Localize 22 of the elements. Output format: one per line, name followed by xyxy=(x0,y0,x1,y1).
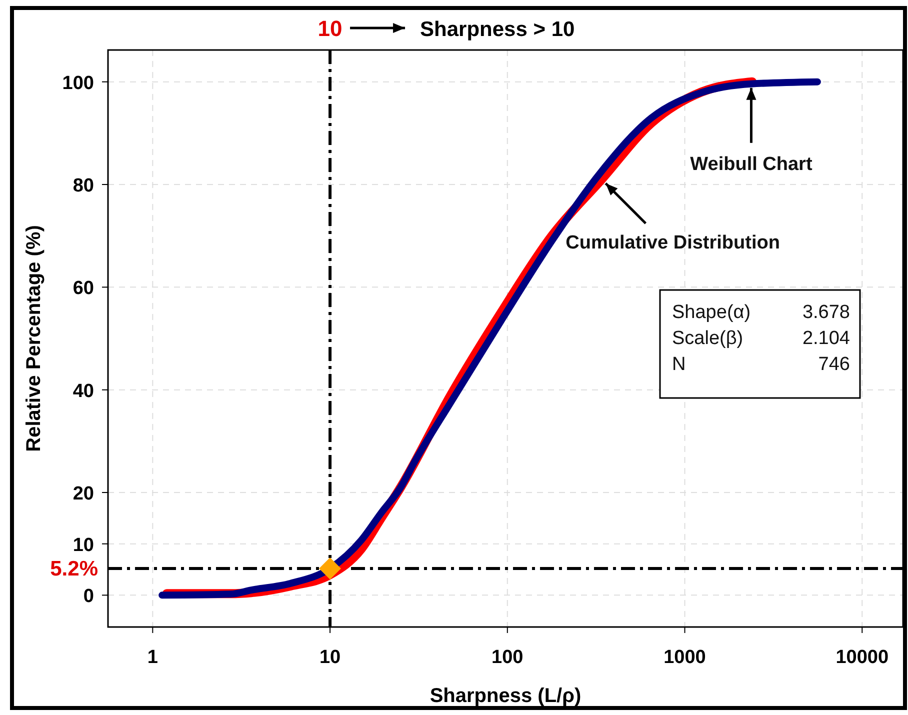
y-tick-label: 10 xyxy=(72,534,94,556)
x-tick-label: 1 xyxy=(147,647,158,668)
x-tick-label: 10 xyxy=(319,647,341,668)
x-axis-title: Sharpness (L/ρ) xyxy=(430,685,582,707)
y-axis-title: Relative Percentage (%) xyxy=(23,225,45,452)
y-tick-label: 40 xyxy=(72,380,94,402)
y-tick-label: 20 xyxy=(72,484,94,505)
x-tick-label: 1000 xyxy=(664,647,706,668)
text: N 746 xyxy=(672,354,850,375)
ref-line-label: 10 xyxy=(318,16,342,41)
y-tick-label: 60 xyxy=(72,278,94,300)
text: Weibull Chart xyxy=(690,154,813,175)
ref-line-label: 5.2% xyxy=(50,557,98,580)
text: Sharpness > 10 xyxy=(420,18,575,41)
text: Shape(α) 3.678 xyxy=(672,302,850,323)
text: Scale(β) 2.104 xyxy=(672,328,850,349)
y-tick-label: 100 xyxy=(62,72,94,94)
y-tick-label: 80 xyxy=(72,175,94,196)
x-tick-label: 100 xyxy=(492,647,524,668)
series-label: Cumulative Distribution xyxy=(566,232,780,254)
x-tick-label: 10000 xyxy=(836,647,889,668)
y-tick-label: 0 xyxy=(83,586,94,608)
